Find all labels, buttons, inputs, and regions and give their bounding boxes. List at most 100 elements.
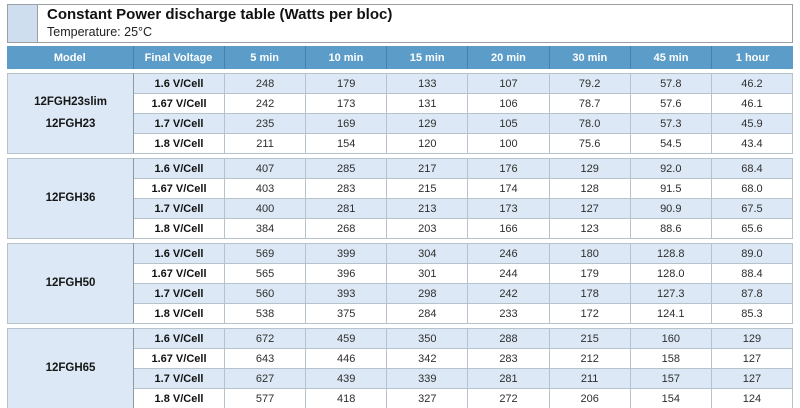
power-value-cell: 166 [467,218,550,239]
column-header-30-min: 30 min [548,46,631,69]
power-value-cell: 212 [548,348,631,369]
power-value-cell: 577 [223,388,307,408]
table-row: 1.8 V/Cell 211 154 120 100 75.6 54.5 43.4 [8,133,794,154]
power-value-cell: 127 [710,368,794,389]
model-name: 12FGH50 [45,276,96,289]
power-value-cell: 560 [223,283,307,304]
power-value-cell: 107 [467,73,550,94]
column-header-10-min: 10 min [304,46,387,69]
header-row: Model Final Voltage 5 min 10 min 15 min 20 mi… [7,46,793,69]
power-value-cell: 78.7 [548,93,631,114]
model-name: 12FGH36 [45,191,96,204]
power-value-cell: 244 [467,263,550,284]
power-value-cell: 281 [467,368,550,389]
power-value-cell: 87.8 [710,283,794,304]
power-value-cell: 79.2 [548,73,631,94]
table-row: 1.8 V/Cell 538 375 284 233 172 124.1 85.3 [8,303,794,324]
column-header-model: Model [7,46,133,69]
power-value-cell: 569 [223,243,307,264]
power-value-cell: 565 [223,263,307,284]
table-row: 1.67 V/Cell 242 173 131 106 78.7 57.6 46.1 [8,93,794,114]
power-value-cell: 180 [548,243,631,264]
power-value-cell: 342 [386,348,469,369]
power-value-cell: 172 [548,303,631,324]
power-value-cell: 203 [386,218,469,239]
final-voltage-cell: 1.7 V/Cell [133,113,225,134]
power-value-cell: 211 [548,368,631,389]
power-value-cell: 407 [223,158,307,179]
power-value-cell: 283 [305,178,388,199]
power-value-cell: 384 [223,218,307,239]
table-row: 1.8 V/Cell 577 418 327 272 206 154 124 [8,388,794,408]
power-value-cell: 78.0 [548,113,631,134]
power-value-cell: 439 [305,368,388,389]
power-value-cell: 89.0 [710,243,794,264]
final-voltage-cell: 1.8 V/Cell [133,218,225,239]
table-title-block: Constant Power discharge table (Watts pe… [7,4,793,43]
table-row: 12FGH50 1.6 V/Cell 569 399 304 246 180 128.8 89.… [7,243,794,324]
power-value-cell: 211 [223,133,307,154]
column-header-1-hour: 1 hour [711,46,793,69]
power-value-cell: 127 [548,198,631,219]
group-table-12fgh36: 12FGH36 1.6 V/Cell 407 285 217 176 129 92.0 68.4… [7,158,794,239]
power-value-cell: 158 [629,348,712,369]
final-voltage-cell: 1.67 V/Cell [133,93,225,114]
power-value-cell: 43.4 [710,133,794,154]
power-value-cell: 129 [386,113,469,134]
power-value-cell: 128.8 [629,243,712,264]
model-name: 12FGH65 [45,361,96,374]
power-value-cell: 45.9 [710,113,794,134]
column-header-15-min: 15 min [386,46,468,69]
power-value-cell: 46.2 [710,73,794,94]
power-value-cell: 284 [386,303,469,324]
table-row: 12FGH65 1.6 V/Cell 672 459 350 288 215 160 129 [7,328,794,408]
table-row: 12FGH23slim 12FGH23 1.6 V/Cell 248 179 133 107… [7,73,794,154]
power-value-cell: 643 [223,348,307,369]
power-value-cell: 399 [305,243,388,264]
power-value-cell: 68.4 [710,158,794,179]
power-value-cell: 215 [548,328,631,349]
final-voltage-cell: 1.6 V/Cell [133,158,225,179]
table-row: 1.67 V/Cell 403 283 215 174 128 91.5 68.0 [8,178,794,199]
power-value-cell: 133 [386,73,469,94]
power-value-cell: 242 [223,93,307,114]
power-value-cell: 672 [223,328,307,349]
power-value-cell: 173 [467,198,550,219]
final-voltage-cell: 1.6 V/Cell [133,243,225,264]
final-voltage-cell: 1.7 V/Cell [133,198,225,219]
final-voltage-cell: 1.7 V/Cell [133,368,225,389]
power-value-cell: 57.6 [629,93,712,114]
power-value-cell: 304 [386,243,469,264]
table-title: Constant Power discharge table (Watts pe… [47,6,393,23]
power-value-cell: 65.6 [710,218,794,239]
power-value-cell: 54.5 [629,133,712,154]
power-value-cell: 176 [467,158,550,179]
power-value-cell: 46.1 [710,93,794,114]
power-value-cell: 213 [386,198,469,219]
power-value-cell: 120 [386,133,469,154]
power-value-cell: 100 [467,133,550,154]
power-value-cell: 215 [386,178,469,199]
power-value-cell: 418 [305,388,388,408]
power-value-cell: 131 [386,93,469,114]
power-value-cell: 393 [305,283,388,304]
model-name: 12FGH23 [45,117,96,130]
power-value-cell: 68.0 [710,178,794,199]
power-value-cell: 403 [223,178,307,199]
power-value-cell: 75.6 [548,133,631,154]
final-voltage-cell: 1.7 V/Cell [133,283,225,304]
power-value-cell: 128 [548,178,631,199]
power-value-cell: 327 [386,388,469,408]
power-value-cell: 106 [467,93,550,114]
power-value-cell: 301 [386,263,469,284]
power-value-cell: 129 [548,158,631,179]
table-row: 1.8 V/Cell 384 268 203 166 123 88.6 65.6 [8,218,794,239]
power-value-cell: 85.3 [710,303,794,324]
model-groups: 12FGH23slim 12FGH23 1.6 V/Cell 248 179 133 107… [7,73,794,408]
power-value-cell: 285 [305,158,388,179]
power-value-cell: 124.1 [629,303,712,324]
power-value-cell: 339 [386,368,469,389]
column-header-20-min: 20 min [467,46,550,69]
power-value-cell: 268 [305,218,388,239]
